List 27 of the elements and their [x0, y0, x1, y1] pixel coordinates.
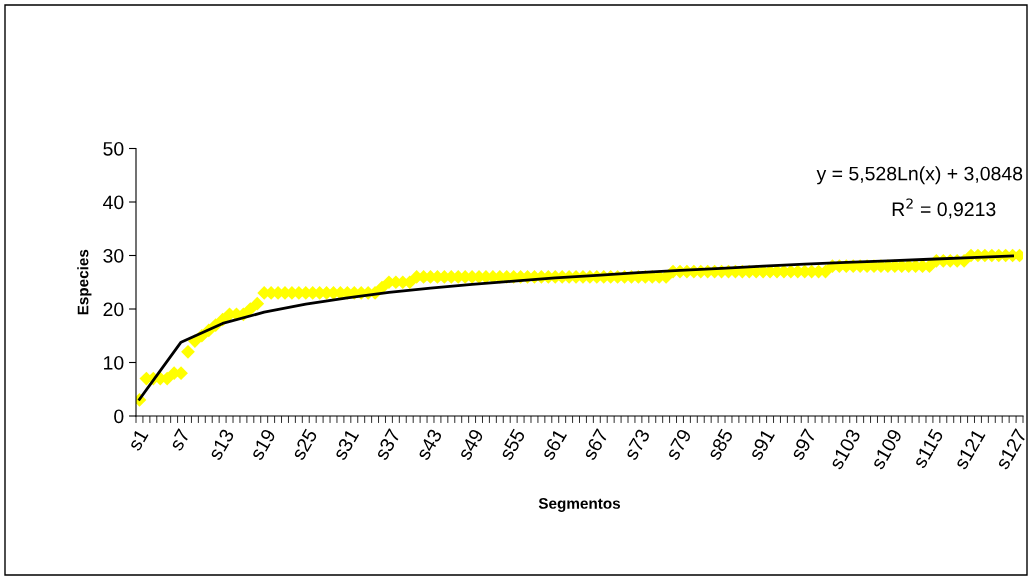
y-tick-label: 30 — [103, 248, 124, 263]
x-tick-label: s73 — [623, 428, 651, 461]
y-tick-label: 0 — [114, 409, 124, 424]
x-tick-label: s31 — [332, 428, 360, 461]
annotation: y = 5,528Ln(x) + 3,0848 — [816, 166, 1023, 185]
x-tick-label: s49 — [457, 428, 484, 461]
x-tick-label: s7 — [168, 428, 191, 452]
x-tick-label: s37 — [373, 428, 401, 461]
x-tick-label: s67 — [581, 428, 609, 461]
y-axis-title: Especies — [77, 249, 92, 315]
x-tick-label: s79 — [665, 428, 692, 461]
x-tick-label: s55 — [498, 428, 526, 461]
y-tick-label: 50 — [103, 141, 124, 156]
x-tick-label: s25 — [290, 428, 318, 461]
x-axis-title: Segmentos — [538, 498, 621, 512]
x-tick-label: s1 — [127, 428, 149, 452]
x-tick-label: s91 — [748, 428, 776, 461]
x-tick-label: s85 — [706, 428, 734, 461]
y-tick-label: 40 — [103, 195, 124, 210]
y-tick-label: 20 — [103, 302, 124, 317]
x-tick-label: s61 — [540, 428, 568, 461]
annotation: R$^{2}$ = 0,9213 — [892, 198, 996, 219]
x-tick-label: s43 — [415, 428, 443, 461]
x-tick-label: s19 — [249, 428, 277, 461]
x-tick-label: s13 — [207, 428, 235, 461]
y-tick-label: 10 — [104, 355, 124, 370]
x-tick-label: s97 — [789, 428, 817, 461]
